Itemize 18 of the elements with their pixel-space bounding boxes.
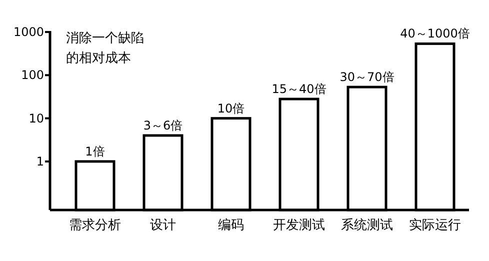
x-tick-label: 需求分析	[69, 218, 121, 233]
annotation: 1倍	[85, 144, 105, 158]
y-tick-label: 10	[28, 111, 44, 126]
x-tick-label: 编码	[218, 218, 244, 233]
x-tick-label: 设计	[150, 218, 176, 233]
x-tick-label: 开发测试	[273, 218, 325, 233]
annotation: 3～6倍	[143, 118, 183, 132]
annotation: 30～70倍	[340, 70, 394, 84]
y-tick-label: 1000	[13, 25, 44, 39]
annotation: 15～40倍	[272, 82, 326, 96]
x-tick-label: 实际运行	[409, 218, 461, 233]
y-tick-label: 100	[21, 68, 44, 82]
annotation: 消除一个缺陷	[66, 31, 144, 46]
annotation: 的相对成本	[66, 51, 131, 66]
annotation: 40～1000倍	[400, 26, 470, 41]
annotation: 10倍	[217, 101, 245, 116]
x-tick-label: 系统测试	[341, 218, 393, 233]
y-tick-label: 1	[36, 154, 44, 168]
